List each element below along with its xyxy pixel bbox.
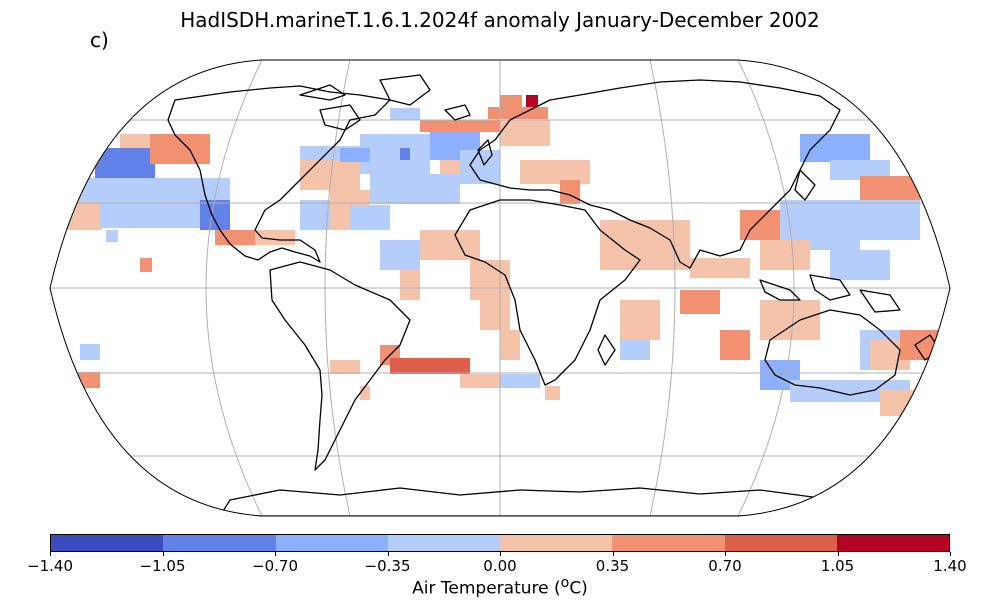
- colorbar-tick-label: 1.40: [910, 552, 990, 575]
- colorbar-segment: [387, 535, 500, 551]
- graticule: [50, 60, 950, 516]
- colorbar-label-sup: o: [560, 575, 570, 591]
- globe-outline: [49, 59, 951, 517]
- colorbar-segment: [51, 535, 164, 551]
- colorbar-segment: [163, 535, 276, 551]
- colorbar-tick-label: 0.35: [573, 552, 653, 575]
- panel-label: c): [90, 28, 109, 52]
- colorbar-ticks: −1.40 −1.05 −0.70 −0.35 0.00 0.35 0.70 1.05 1.40: [27, 552, 967, 582]
- anomaly-cells: [62, 95, 950, 416]
- colorbar-tick-label: 0.70: [685, 552, 765, 575]
- map-title: HadISDH.marineT.1.6.1.2024f anomaly Janu…: [180, 8, 820, 32]
- colorbar-tick-label: 0.00: [460, 552, 540, 575]
- colorbar-label: Air Temperature (oC): [0, 575, 1000, 599]
- colorbar-segment: [612, 535, 725, 551]
- colorbar-tick-label: −1.05: [123, 552, 203, 575]
- colorbar-tick-label: −0.35: [348, 552, 428, 575]
- colorbar-tick-label: −1.40: [10, 552, 90, 575]
- colorbar-segment: [724, 535, 837, 551]
- colorbar-segment: [836, 535, 949, 551]
- world-map: [49, 59, 951, 517]
- colorbar-label-end: C): [569, 578, 588, 599]
- colorbar-tick-label: −0.70: [235, 552, 315, 575]
- colorbar-segment: [275, 535, 388, 551]
- colorbar-tick-label: 1.05: [798, 552, 878, 575]
- colorbar-segment: [500, 535, 613, 551]
- colorbar: [50, 534, 950, 552]
- colorbar-label-main: Air Temperature (: [412, 578, 561, 599]
